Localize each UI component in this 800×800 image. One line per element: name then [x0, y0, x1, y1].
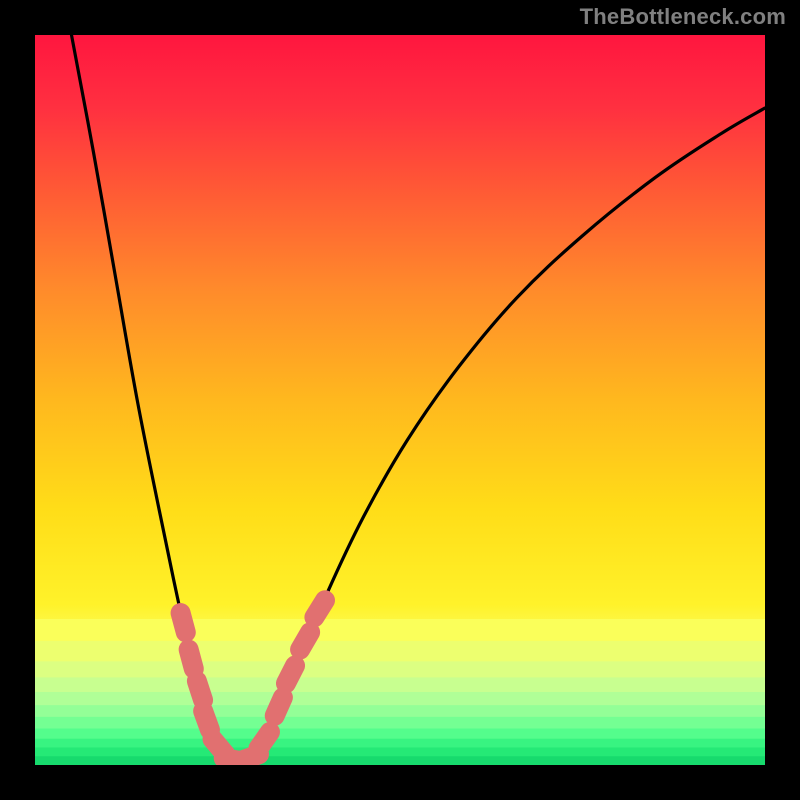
plot-area	[35, 35, 765, 765]
curve-overlay	[35, 35, 765, 765]
frame-bottom	[0, 765, 800, 800]
frame-left	[0, 0, 35, 800]
marker-capsule	[314, 600, 325, 617]
watermark-text: TheBottleneck.com	[580, 4, 786, 30]
marker-capsule	[258, 732, 269, 748]
marker-capsule	[286, 666, 295, 684]
v-curve	[72, 35, 766, 761]
marker-capsule	[189, 649, 194, 668]
frame-right	[765, 0, 800, 800]
chart-root: TheBottleneck.com	[0, 0, 800, 800]
marker-capsule	[181, 613, 186, 632]
marker-capsule	[275, 697, 283, 715]
marker-capsule	[197, 681, 203, 700]
marker-capsule	[300, 632, 310, 649]
marker-group	[181, 600, 325, 761]
marker-capsule	[203, 711, 210, 730]
